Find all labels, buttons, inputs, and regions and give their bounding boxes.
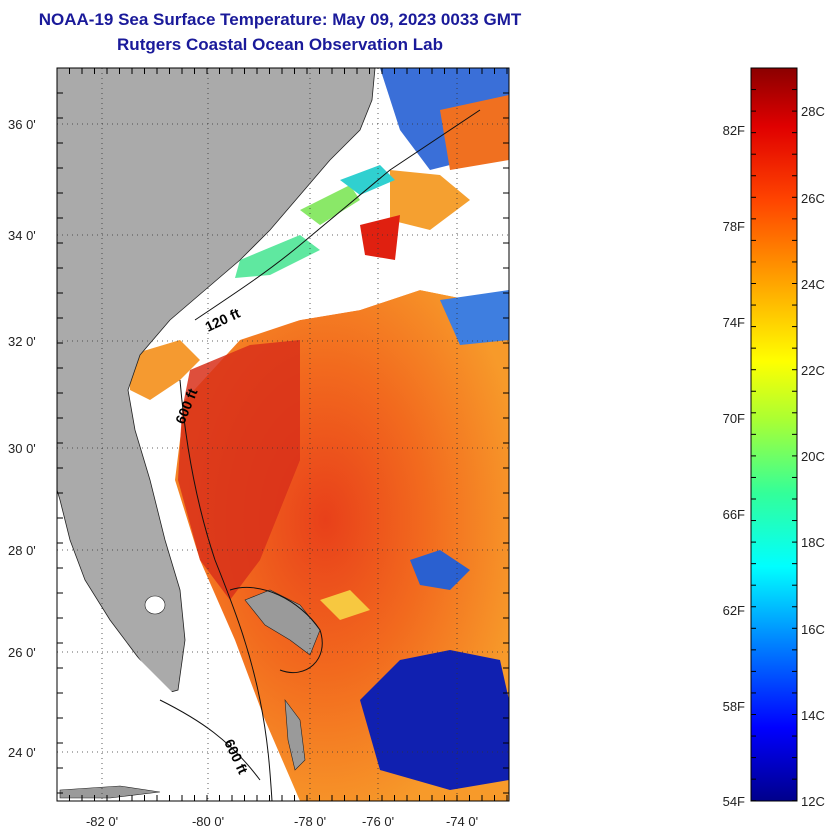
colorbar-f-label: 82F	[723, 123, 745, 138]
contour-600ft	[179, 379, 273, 801]
colorbar-c-label: 22C	[801, 363, 825, 378]
y-tick-label: 24 0'	[8, 745, 36, 760]
map-frame	[56, 67, 510, 802]
y-tick-label: 30 0'	[8, 441, 36, 456]
colorbar-c-label: 20C	[801, 449, 825, 464]
colorbar-f-label: 62F	[723, 603, 745, 618]
sst-gulfstream-core	[178, 340, 300, 600]
y-tick-label: 26 0'	[8, 645, 36, 660]
colorbar-c-label: 16C	[801, 622, 825, 637]
land-mainland	[57, 68, 376, 696]
colorbar-c-label: 28C	[801, 104, 825, 119]
x-tick-label: -78 0'	[294, 814, 326, 829]
sst-cool-pool	[360, 650, 509, 790]
x-tick-label: -80 0'	[192, 814, 224, 829]
colorbar-f-label: 66F	[723, 507, 745, 522]
map-title: NOAA-19 Sea Surface Temperature: May 09,…	[38, 10, 522, 29]
colorbar-f-label: 70F	[723, 411, 745, 426]
colorbar-f-label: 58F	[723, 699, 745, 714]
y-tick-label: 34 0'	[8, 228, 36, 243]
colorbar-c-label: 18C	[801, 535, 825, 550]
temperature-colorbar	[750, 67, 798, 802]
map-area: 120 ft 600 ft 600 ft	[57, 68, 509, 801]
colorbar-c-label: 26C	[801, 191, 825, 206]
x-tick-label: -74 0'	[446, 814, 478, 829]
map-subtitle: Rutgers Coastal Ocean Observation Lab	[117, 35, 443, 54]
colorbar-c-label: 14C	[801, 708, 825, 723]
contour-120ft	[194, 109, 481, 321]
colorbar-c-label: 12C	[801, 794, 825, 809]
colorbar-f-label: 74F	[723, 315, 745, 330]
y-tick-label: 28 0'	[8, 543, 36, 558]
x-tick-label: -76 0'	[362, 814, 394, 829]
colorbar-f-label: 54F	[723, 794, 745, 809]
map-grid	[57, 68, 509, 801]
bahamas-islands	[244, 589, 321, 656]
y-tick-label: 32 0'	[8, 334, 36, 349]
x-tick-label: -82 0'	[86, 814, 118, 829]
colorbar-f-label: 78F	[723, 219, 745, 234]
colorbar-c-label: 24C	[801, 277, 825, 292]
y-tick-label: 36 0'	[8, 117, 36, 132]
